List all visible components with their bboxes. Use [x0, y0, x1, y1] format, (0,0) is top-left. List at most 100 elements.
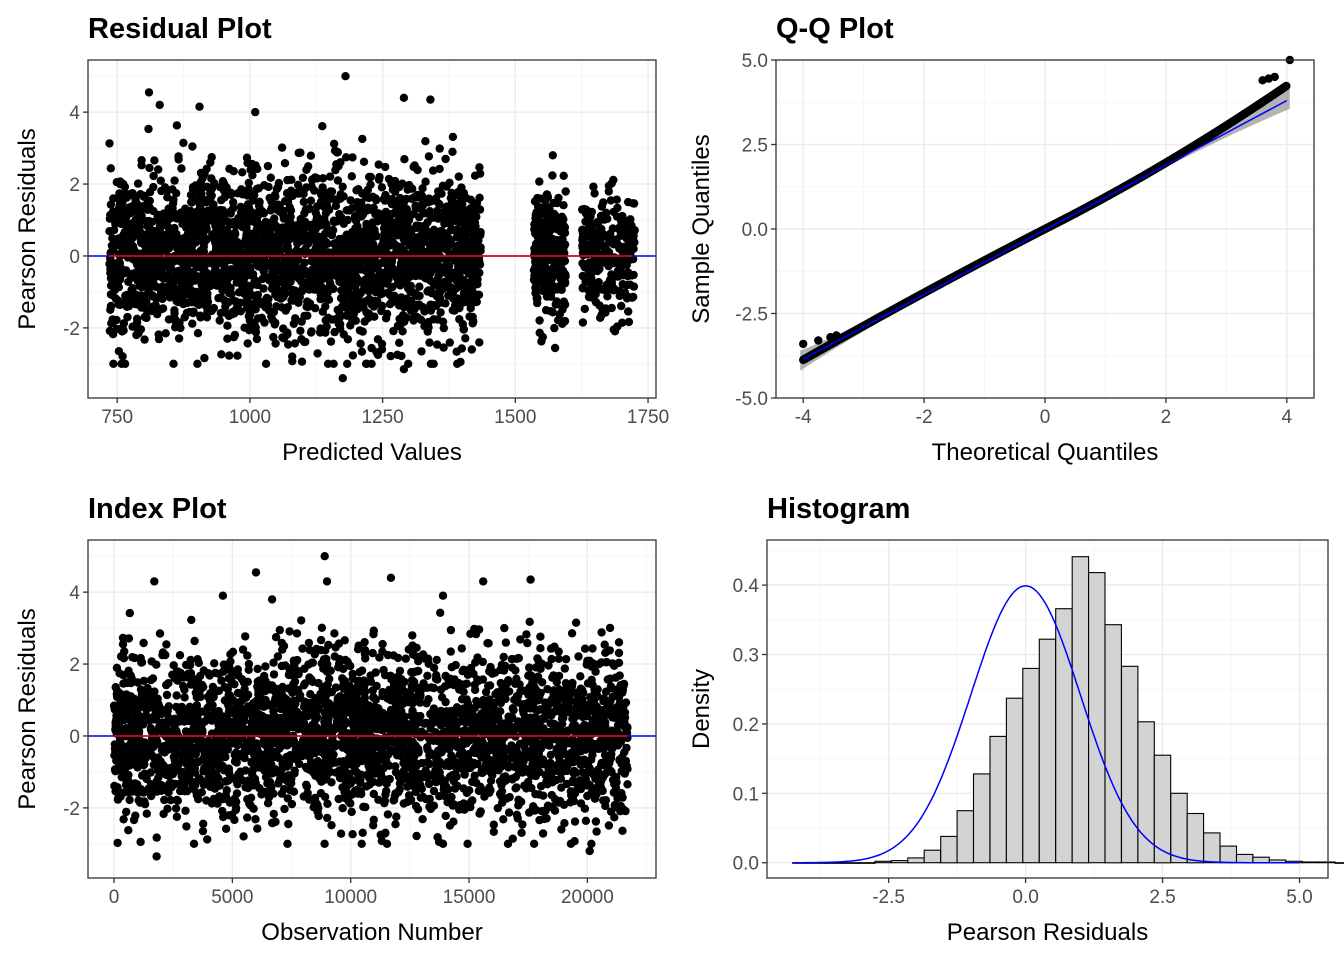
- data-point: [283, 328, 292, 337]
- y-tick-label: 2.5: [742, 136, 768, 157]
- data-point: [578, 318, 588, 327]
- data-point: [426, 255, 435, 264]
- data-point: [133, 179, 143, 188]
- data-point: [330, 629, 339, 638]
- data-point: [371, 288, 380, 297]
- data-point: [469, 233, 478, 242]
- data-point: [354, 290, 364, 300]
- data-point: [348, 153, 357, 162]
- data-point: [246, 217, 256, 226]
- data-point: [329, 216, 339, 225]
- data-point: [594, 265, 604, 274]
- data-point: [436, 608, 445, 617]
- data-point: [324, 313, 333, 322]
- data-point: [423, 671, 432, 680]
- x-tick-label: -4: [795, 407, 812, 428]
- data-point: [433, 206, 442, 215]
- data-point: [308, 175, 317, 185]
- data-point: [188, 319, 197, 328]
- data-point: [286, 212, 295, 221]
- data-point: [143, 229, 152, 239]
- data-point: [459, 325, 468, 334]
- data-point: [574, 652, 583, 661]
- data-point: [145, 163, 154, 173]
- data-point: [193, 329, 203, 338]
- data-point: [323, 295, 332, 304]
- data-point: [137, 156, 146, 165]
- data-point: [204, 209, 213, 218]
- data-point: [279, 206, 288, 215]
- data-point: [197, 213, 207, 223]
- data-point: [253, 290, 263, 300]
- data-point: [244, 312, 253, 321]
- data-point: [255, 197, 264, 206]
- data-point: [108, 246, 117, 255]
- data-point: [386, 351, 395, 361]
- data-point: [560, 248, 569, 258]
- data-point: [277, 143, 287, 152]
- data-point: [194, 288, 203, 298]
- data-point: [260, 181, 269, 190]
- data-point: [279, 292, 288, 302]
- data-point: [529, 839, 539, 848]
- data-point: [172, 121, 182, 130]
- data-point: [461, 231, 470, 241]
- data-point: [337, 213, 346, 222]
- data-point: [589, 182, 598, 191]
- data-point: [387, 257, 397, 266]
- data-point: [188, 308, 198, 318]
- data-point: [424, 209, 434, 218]
- data-point: [547, 654, 556, 664]
- data-point: [548, 171, 557, 180]
- data-point: [179, 218, 188, 227]
- data-point: [585, 266, 594, 275]
- data-point: [196, 313, 205, 322]
- data-point: [132, 293, 141, 302]
- data-point: [429, 280, 439, 289]
- data-point: [137, 237, 146, 247]
- data-point: [348, 351, 358, 360]
- data-point: [628, 254, 638, 264]
- data-point: [179, 260, 188, 270]
- data-point: [247, 319, 256, 328]
- data-point: [199, 242, 208, 252]
- data-point: [438, 591, 448, 600]
- data-point: [223, 321, 232, 330]
- data-point: [127, 285, 136, 294]
- data-point: [294, 148, 303, 158]
- data-point: [243, 250, 253, 259]
- data-point: [608, 224, 618, 233]
- x-tick-label: 0: [1040, 407, 1051, 428]
- data-point: [832, 331, 841, 340]
- data-point: [202, 164, 211, 174]
- data-point: [230, 228, 240, 238]
- data-point: [434, 298, 444, 307]
- data-point: [279, 214, 289, 223]
- data-point: [307, 327, 316, 336]
- data-point: [132, 314, 142, 323]
- data-point: [368, 648, 377, 658]
- data-point: [337, 286, 346, 295]
- data-point: [296, 326, 305, 335]
- data-point: [286, 223, 295, 232]
- y-tick-label: 2: [69, 175, 80, 196]
- data-point: [207, 191, 216, 200]
- data-point: [469, 205, 478, 214]
- data-point: [335, 313, 344, 323]
- chart-title: Q-Q Plot: [776, 13, 894, 45]
- data-point: [592, 228, 602, 238]
- data-point: [106, 281, 116, 290]
- data-point: [169, 661, 178, 670]
- data-point: [163, 230, 172, 239]
- data-point: [238, 168, 247, 177]
- data-point: [229, 167, 238, 176]
- data-point: [171, 315, 180, 324]
- data-point: [392, 217, 402, 227]
- data-point: [206, 281, 215, 291]
- data-point: [609, 284, 619, 293]
- data-point: [318, 174, 328, 183]
- data-point: [144, 124, 153, 134]
- data-point: [618, 826, 627, 835]
- data-point: [233, 351, 242, 360]
- x-axis-label: Predicted Values: [282, 439, 462, 466]
